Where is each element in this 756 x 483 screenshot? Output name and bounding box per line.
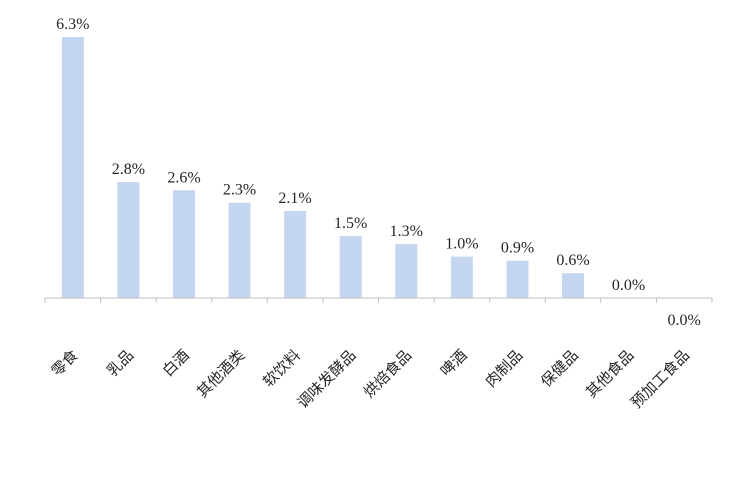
bar-8 [450,256,473,298]
data-label-3: 2.6% [167,169,200,186]
bar-10 [562,273,584,298]
bar-4 [228,202,251,298]
data-label-6: 1.5% [334,215,367,232]
category-label-5: 软饮料 [260,347,304,391]
data-label-2: 2.8% [112,161,145,178]
bar-9 [506,260,529,298]
category-label-2: 乳品 [104,347,137,380]
bar-1 [61,37,84,298]
bar-7 [395,244,418,298]
category-label-6: 调味发酵品 [294,347,359,412]
category-label-4: 其他酒类 [194,347,248,401]
data-label-10: 0.6% [556,252,589,269]
bar-3 [173,190,195,298]
data-label-7: 1.3% [390,223,423,240]
data-label-12: 0.0% [668,312,701,329]
category-label-1: 零食 [48,347,81,380]
data-label-8: 1.0% [445,236,478,253]
category-label-7: 烘焙食品 [361,347,415,401]
bar-2 [117,182,140,298]
data-label-1: 6.3% [56,16,89,33]
data-label-5: 2.1% [278,190,311,207]
data-label-11: 0.0% [612,277,645,294]
bar-5 [284,211,307,298]
category-label-10: 保健品 [538,347,582,391]
category-label-11: 其他食品 [583,347,637,401]
category-label-9: 肉制品 [482,347,526,391]
data-label-4: 2.3% [223,182,256,199]
category-label-3: 白酒 [160,347,193,380]
category-label-12: 预加工食品 [628,347,693,412]
bar-6 [339,235,362,298]
data-label-9: 0.9% [501,240,534,257]
category-label-8: 啤酒 [437,347,470,380]
